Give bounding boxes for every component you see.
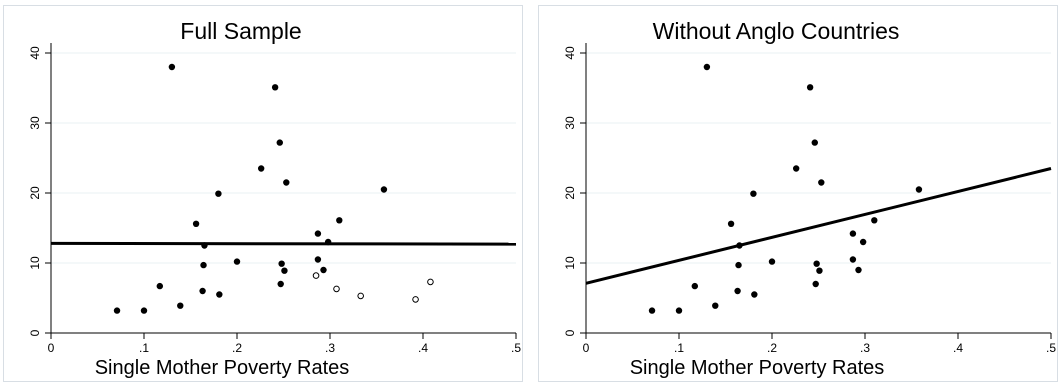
data-point <box>283 179 290 186</box>
x-tick-label: .4 <box>953 341 963 355</box>
x-tick-label: .5 <box>511 341 521 355</box>
data-point <box>324 238 332 246</box>
data-point-hollow <box>312 272 320 279</box>
x-tick-label: .1 <box>674 341 684 355</box>
data-point <box>276 139 283 146</box>
data-point <box>703 63 711 71</box>
data-point <box>813 260 820 267</box>
data-point <box>314 256 322 263</box>
data-point <box>855 266 862 274</box>
data-point <box>380 186 388 193</box>
data-point <box>818 179 825 186</box>
x-tick-label: .5 <box>1046 341 1056 355</box>
data-point <box>734 287 741 295</box>
y-tick-label: 40 <box>563 46 577 60</box>
data-point <box>233 258 241 265</box>
chart-title: Without Anglo Countries <box>653 18 900 44</box>
data-point <box>277 280 284 288</box>
x-tick-label: .2 <box>767 341 777 355</box>
data-point <box>751 291 758 298</box>
data-point <box>271 84 279 91</box>
data-point <box>812 280 819 288</box>
data-point-hollow <box>412 296 419 303</box>
data-point <box>691 282 699 290</box>
data-point <box>859 238 867 246</box>
x-tick-label: .4 <box>418 341 428 355</box>
y-tick-label: 30 <box>563 116 577 130</box>
chart-without-anglo: 0 10 20 30 40 0 .1 .2 .3 .4 .5 Without Anglo Countr… <box>563 18 1056 379</box>
x-tick-label: .3 <box>860 341 870 355</box>
x-tick-label: 0 <box>48 341 55 355</box>
data-point <box>736 242 743 249</box>
x-axis-label: Single Mother Poverty Rates <box>630 357 885 379</box>
y-tick-label: 0 <box>28 329 42 336</box>
x-axis-label: Single Mother Poverty Rates <box>95 357 350 379</box>
data-point <box>215 190 222 197</box>
x-tick-label: .1 <box>139 341 149 355</box>
data-point <box>314 230 322 237</box>
y-tick-label: 20 <box>563 186 577 200</box>
data-point <box>849 256 857 263</box>
data-point-hollow <box>357 292 364 300</box>
data-point <box>278 260 285 267</box>
fit-line <box>585 167 1052 285</box>
data-point <box>849 230 857 237</box>
data-point <box>727 220 735 227</box>
data-point <box>750 190 757 197</box>
data-point <box>168 63 176 71</box>
data-point-hollow <box>333 285 340 293</box>
chart-title: Full Sample <box>180 18 301 44</box>
x-tick-label: .3 <box>325 341 335 355</box>
data-point <box>871 217 878 224</box>
data-point-hollow <box>427 278 434 286</box>
y-tick-label: 10 <box>28 256 42 270</box>
data-point <box>806 84 814 91</box>
panel-without-anglo: 0 10 20 30 40 0 .1 .2 .3 .4 .5 Without Anglo Countr… <box>538 5 1058 382</box>
data-point <box>768 258 776 265</box>
data-point <box>648 307 656 314</box>
chart-full-sample: 0 10 20 30 40 0 .1 .2 .3 .4 .5 Full Sample Single Mo… <box>28 18 521 379</box>
data-point <box>199 287 206 295</box>
data-point <box>281 267 288 274</box>
data-point <box>811 139 818 146</box>
y-tick-label: 10 <box>563 256 577 270</box>
y-tick-label: 0 <box>563 329 577 336</box>
panel-full-sample: 0 10 20 30 40 0 .1 .2 .3 .4 .5 Full Sample Single Mo… <box>3 5 523 382</box>
x-tick-label: .2 <box>232 341 242 355</box>
y-tick-label: 30 <box>28 116 42 130</box>
data-point <box>177 302 184 309</box>
data-point <box>735 261 742 269</box>
data-point <box>156 282 164 290</box>
y-tick-label: 20 <box>28 186 42 200</box>
data-point <box>257 165 265 172</box>
data-point <box>915 186 923 193</box>
data-point <box>216 291 223 298</box>
data-point <box>201 242 208 249</box>
data-point <box>675 307 683 314</box>
x-tick-label: 0 <box>583 341 590 355</box>
data-point <box>113 307 121 314</box>
y-tick-label: 40 <box>28 46 42 60</box>
data-point <box>192 220 200 227</box>
data-point <box>336 217 343 224</box>
data-point <box>816 267 823 274</box>
fit-line <box>50 241 517 246</box>
data-point <box>200 261 207 269</box>
data-point <box>140 307 148 314</box>
data-point <box>712 302 719 309</box>
data-point <box>792 165 800 172</box>
data-point <box>320 266 327 274</box>
